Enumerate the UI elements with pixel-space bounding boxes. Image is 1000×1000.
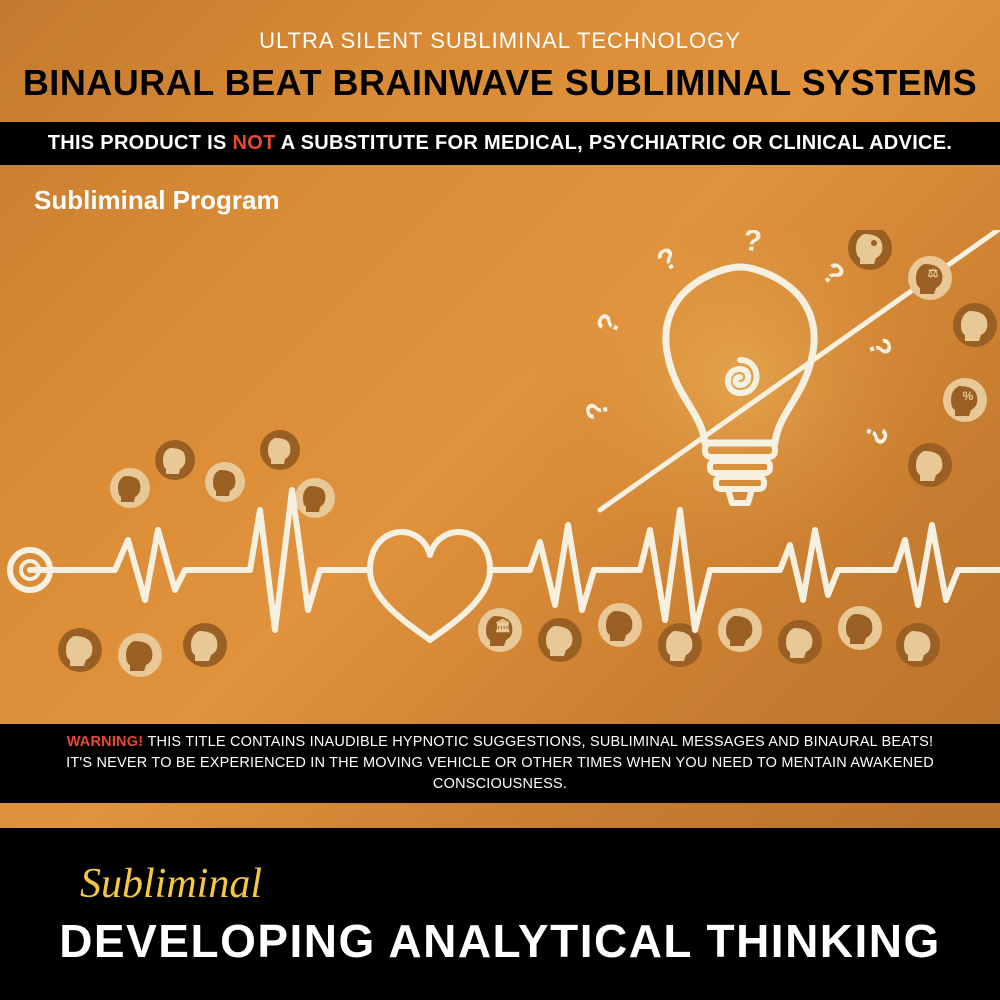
program-label: Subliminal Program xyxy=(34,185,1000,216)
disclaimer-pre: THIS PRODUCT IS xyxy=(48,132,233,154)
warning-line1: THIS TITLE CONTAINS INAUDIBLE HYPNOTIC S… xyxy=(147,734,933,750)
warning-label: WARNING! xyxy=(67,734,148,750)
svg-text:?: ? xyxy=(742,230,763,258)
disclaimer-bar: THIS PRODUCT IS NOT A SUBSTITUTE FOR MED… xyxy=(0,122,1000,165)
disclaimer-post: A SUBSTITUTE FOR MEDICAL, PSYCHIATRIC OR… xyxy=(276,132,953,154)
cover-bottom-panel: Subliminal DEVELOPING ANALYTICAL THINKIN… xyxy=(0,828,1000,1000)
brand-title: BINAURAL BEAT BRAINWAVE SUBLIMINAL SYSTE… xyxy=(0,62,1000,104)
warning-line2: IT'S NEVER TO BE EXPERIENCED IN THE MOVI… xyxy=(12,753,988,795)
album-title: DEVELOPING ANALYTICAL THINKING xyxy=(59,914,941,968)
disclaimer-not: NOT xyxy=(233,132,276,154)
cover-top-panel: ULTRA SILENT SUBLIMINAL TECHNOLOGY BINAU… xyxy=(0,0,1000,828)
script-label: Subliminal xyxy=(80,860,262,908)
tagline: ULTRA SILENT SUBLIMINAL TECHNOLOGY xyxy=(0,28,1000,54)
main-graphic: ⚖ % 🏛 xyxy=(0,230,1000,700)
svg-text:🏛: 🏛 xyxy=(495,618,512,633)
warning-bar: WARNING! THIS TITLE CONTAINS INAUDIBLE H… xyxy=(0,724,1000,803)
svg-text:⚖: ⚖ xyxy=(928,266,939,280)
svg-text:%: % xyxy=(963,389,974,403)
